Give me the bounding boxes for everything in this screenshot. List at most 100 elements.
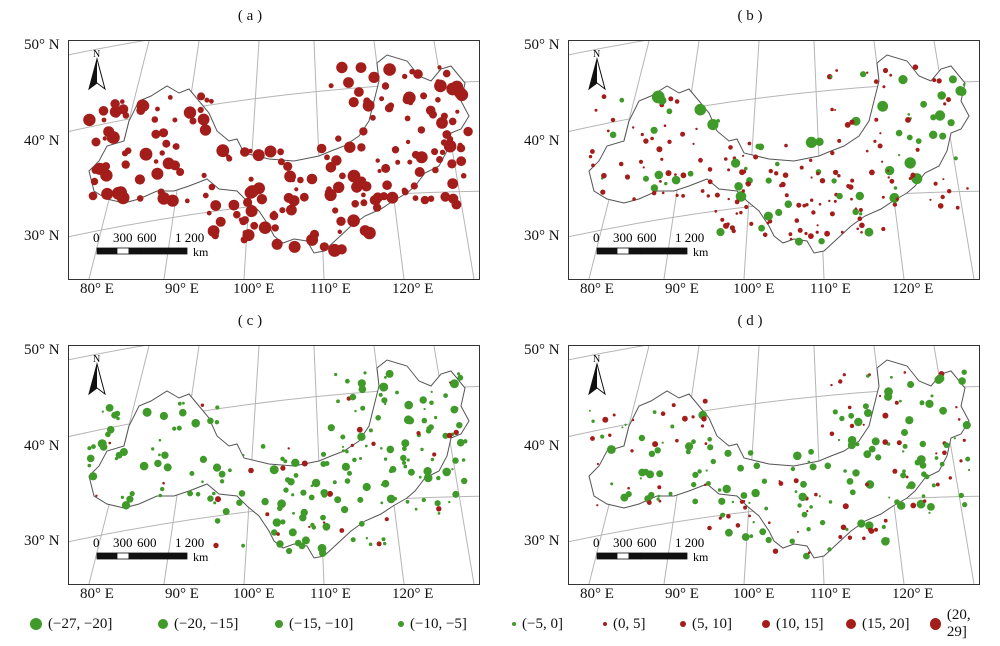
station-dot bbox=[864, 227, 874, 237]
station-dot bbox=[299, 514, 307, 522]
station-dot bbox=[905, 416, 914, 425]
station-dot bbox=[209, 98, 214, 104]
station-dot bbox=[847, 441, 856, 450]
station-dot bbox=[102, 136, 107, 141]
station-dot bbox=[837, 438, 841, 442]
station-dot bbox=[967, 468, 971, 472]
station-dot bbox=[741, 189, 745, 193]
station-dot bbox=[276, 532, 280, 536]
station-dot bbox=[362, 482, 371, 492]
station-dot bbox=[162, 157, 175, 170]
station-dot bbox=[671, 175, 681, 185]
station-dot bbox=[379, 382, 389, 392]
station-dot bbox=[632, 126, 635, 129]
station-dot bbox=[710, 458, 716, 465]
station-dot bbox=[707, 179, 713, 185]
station-dot bbox=[737, 464, 744, 472]
station-dot bbox=[875, 454, 882, 461]
station-dot bbox=[753, 154, 759, 160]
station-dot bbox=[157, 192, 171, 205]
station-dot bbox=[824, 462, 832, 470]
station-dot bbox=[461, 477, 468, 485]
station-dot bbox=[680, 172, 687, 179]
station-dot bbox=[657, 494, 661, 498]
station-dot bbox=[250, 221, 259, 230]
station-dot bbox=[136, 99, 149, 112]
station-dot bbox=[379, 96, 385, 102]
station-dot bbox=[906, 134, 913, 141]
region-outline bbox=[588, 359, 970, 559]
station-dot bbox=[957, 418, 961, 421]
station-dot bbox=[309, 229, 320, 239]
station-dot bbox=[881, 160, 884, 163]
station-dot bbox=[905, 475, 909, 479]
station-dot bbox=[642, 468, 649, 476]
station-dot bbox=[243, 197, 253, 207]
station-dot bbox=[455, 88, 469, 102]
station-dot bbox=[763, 211, 773, 221]
station-dot bbox=[832, 169, 839, 176]
station-dot bbox=[136, 195, 144, 202]
station-dot bbox=[727, 529, 730, 532]
station-dot bbox=[816, 171, 820, 176]
station-dot bbox=[830, 383, 833, 387]
station-dot bbox=[381, 397, 388, 404]
station-dot bbox=[865, 149, 869, 153]
station-dot bbox=[860, 71, 867, 78]
station-dot bbox=[248, 176, 254, 182]
station-dot bbox=[848, 412, 855, 419]
station-dot bbox=[167, 95, 173, 100]
station-dot bbox=[958, 492, 964, 499]
station-dot bbox=[724, 449, 732, 457]
station-dot bbox=[99, 443, 108, 451]
station-dot bbox=[129, 491, 135, 497]
legend-label: (−20, −15] bbox=[174, 615, 239, 632]
station-dot bbox=[797, 503, 802, 508]
station-dot bbox=[383, 63, 396, 76]
station-dot bbox=[158, 128, 169, 138]
station-dot bbox=[932, 78, 937, 83]
station-dot bbox=[442, 432, 449, 439]
scale-tick-label: 0 bbox=[593, 230, 600, 245]
station-dot bbox=[879, 394, 882, 398]
station-dot bbox=[591, 419, 595, 423]
station-dot bbox=[359, 225, 371, 236]
station-dot bbox=[101, 117, 107, 123]
station-dot bbox=[187, 490, 193, 497]
station-dot bbox=[958, 377, 966, 385]
station-dot bbox=[668, 96, 674, 102]
station-dot bbox=[784, 143, 788, 148]
station-dot bbox=[807, 460, 811, 464]
station-dot bbox=[937, 91, 946, 100]
station-dot bbox=[919, 400, 925, 406]
station-dot bbox=[357, 176, 366, 185]
station-dot bbox=[775, 161, 780, 167]
station-dot bbox=[650, 126, 658, 134]
station-dot bbox=[222, 508, 230, 515]
station-dot bbox=[204, 97, 210, 103]
station-dot bbox=[948, 476, 952, 480]
station-dot bbox=[369, 101, 375, 107]
station-dot bbox=[857, 216, 863, 221]
station-dot bbox=[420, 195, 430, 205]
station-dot bbox=[139, 175, 145, 181]
station-dot bbox=[819, 519, 826, 526]
station-dot bbox=[162, 139, 171, 148]
longitude-label: 120° E bbox=[892, 281, 934, 297]
station-dot bbox=[432, 166, 439, 174]
station-dot bbox=[410, 182, 418, 190]
station-dot bbox=[948, 75, 957, 84]
station-dot bbox=[320, 489, 328, 497]
station-dot bbox=[440, 112, 448, 120]
station-dot bbox=[328, 83, 334, 89]
station-dot bbox=[126, 495, 134, 503]
station-dot bbox=[241, 543, 246, 548]
station-dot bbox=[801, 511, 808, 518]
station-dot bbox=[824, 230, 830, 237]
station-dot bbox=[415, 151, 428, 164]
station-dot bbox=[943, 102, 947, 106]
map-frame: N 0 300 600 1 200 km bbox=[568, 345, 980, 585]
station-dot bbox=[862, 423, 865, 426]
station-dot bbox=[829, 431, 835, 437]
